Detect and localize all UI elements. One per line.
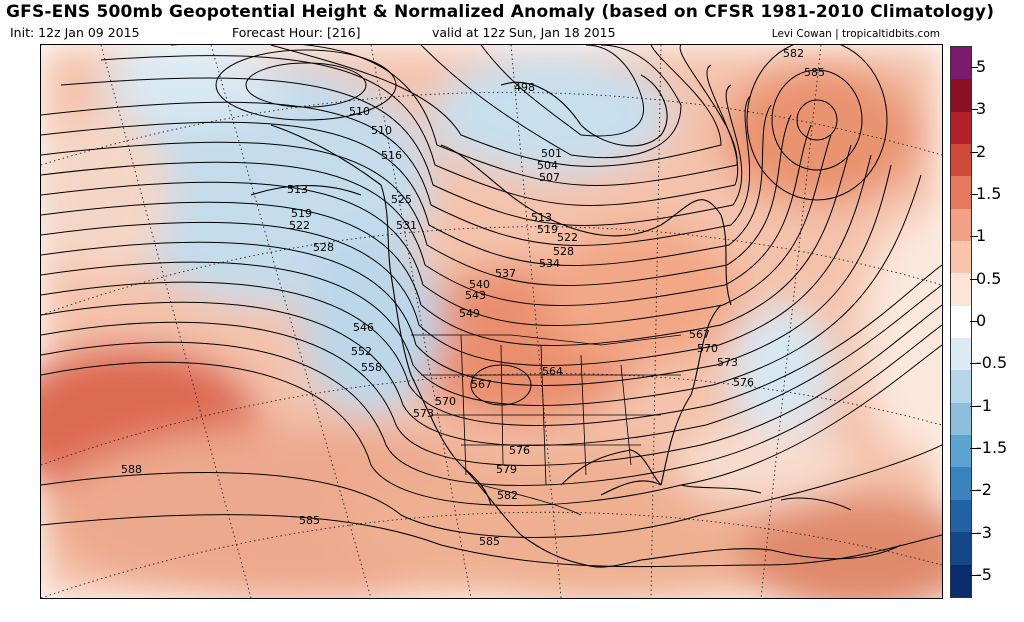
colorbar-label: -1.5	[976, 437, 1008, 457]
contour-label: 528	[553, 245, 574, 258]
colorbar-tick	[970, 109, 978, 111]
contour-label: 579	[496, 463, 517, 476]
contour-label: 528	[313, 241, 334, 254]
contour-label: 558	[361, 361, 382, 374]
map-canvas: 582 585 498 510 510 516 513 519 522 528 …	[41, 45, 942, 598]
contour-label: 588	[121, 463, 142, 476]
colorbar-tick	[970, 405, 978, 407]
colorbar-segment	[951, 79, 971, 112]
colorbar-label: 1.5	[976, 184, 1002, 204]
colorbar-segment	[951, 435, 971, 468]
contour-label: 510	[349, 105, 370, 118]
forecast-map: 582 585 498 510 510 516 513 519 522 528 …	[40, 44, 943, 599]
colorbar-label: -3	[976, 522, 992, 542]
colorbar-segment	[951, 208, 971, 242]
contour-label: 507	[539, 171, 560, 184]
colorbar-tick	[970, 490, 978, 492]
contour-label: 546	[353, 321, 374, 334]
contour-label: 510	[371, 124, 392, 137]
contour-label: 519	[291, 207, 312, 220]
contour-label: 534	[539, 257, 560, 270]
valid-time: valid at 12z Sun, Jan 18 2015	[432, 25, 616, 40]
colorbar-segment	[951, 370, 971, 403]
contour-label: 567	[471, 378, 492, 391]
init-time: Init: 12z Jan 09 2015	[10, 25, 140, 40]
colorbar-tick	[970, 278, 978, 280]
colorbar-segment	[951, 241, 971, 274]
colorbar-tick	[970, 321, 978, 322]
contour-label: 570	[697, 342, 718, 355]
contour-label: 576	[733, 376, 754, 389]
colorbar-tick	[970, 447, 978, 449]
contour-labels: 582 585 498 510 510 516 513 519 522 528 …	[121, 47, 825, 548]
borders	[411, 334, 682, 516]
colorbar-segment	[951, 111, 971, 145]
colorbar-segment	[951, 564, 971, 597]
colorbar-tick	[970, 151, 978, 153]
contour-label: 522	[289, 219, 310, 232]
colorbar-label: 2	[976, 141, 987, 161]
contour-label: 549	[459, 307, 480, 320]
contour-label: 531	[396, 219, 417, 232]
colorbar-segment	[951, 305, 971, 339]
coastlines	[250, 74, 902, 568]
contour-label: 585	[479, 535, 500, 548]
colorbar-segment	[951, 273, 971, 306]
contour-label: 498	[514, 81, 535, 94]
contour-label: 519	[537, 223, 558, 236]
colorbar-label: -1	[976, 395, 992, 415]
author-credit: Levi Cowan | tropicaltidbits.com	[771, 28, 940, 40]
colorbar-label: 5	[976, 57, 987, 77]
contour-label: 582	[783, 47, 804, 60]
contour-label: 513	[531, 211, 552, 224]
colorbar-segment	[951, 532, 971, 565]
colorbar-label: 3	[976, 99, 987, 119]
contour-label: 504	[537, 159, 558, 172]
contour-label: 516	[381, 149, 402, 162]
contour-label: 573	[413, 407, 434, 420]
colorbar-tick	[970, 194, 978, 196]
colorbar-label: 1	[976, 226, 987, 246]
colorbar-segment	[951, 402, 971, 436]
contour-label: 564	[542, 365, 563, 378]
colorbar-segment	[951, 467, 971, 500]
graticule	[41, 45, 942, 598]
contour-label: 570	[435, 395, 456, 408]
contour-label: 567	[689, 328, 710, 341]
anomaly-colorbar	[950, 46, 972, 598]
colorbar-tick	[970, 236, 978, 238]
contour-label: 573	[717, 356, 738, 369]
colorbar-label: 0	[976, 311, 987, 330]
colorbar-label: -5	[976, 564, 992, 584]
contour-label: 585	[299, 514, 320, 527]
colorbar-tick	[970, 532, 978, 534]
contour-label: 576	[509, 444, 530, 457]
contour-label: 585	[804, 66, 825, 79]
colorbar-tick	[970, 363, 978, 365]
colorbar-segment	[951, 144, 971, 177]
colorbar-segment	[951, 338, 971, 371]
contour-label: 543	[465, 289, 486, 302]
colorbar-label: -2	[976, 480, 992, 500]
contour-label: 552	[351, 345, 372, 358]
colorbar-label: 0.5	[976, 268, 1002, 288]
height-contours	[41, 45, 942, 568]
colorbar-tick	[970, 574, 978, 576]
contour-label: 525	[391, 193, 412, 206]
map-title: GFS-ENS 500mb Geopotential Height & Norm…	[6, 2, 995, 22]
colorbar-label: -0.5	[976, 353, 1008, 373]
contour-label: 522	[557, 231, 578, 244]
contour-label: 501	[541, 147, 562, 160]
colorbar-segment	[951, 499, 971, 533]
colorbar-segment	[951, 47, 971, 80]
colorbar-tick	[970, 67, 978, 69]
contour-label: 513	[287, 183, 308, 196]
colorbar-segment	[951, 176, 971, 209]
forecast-hour: Forecast Hour: [216]	[232, 25, 361, 40]
contour-label: 540	[469, 278, 490, 291]
contour-label: 537	[495, 267, 516, 280]
contour-label: 582	[497, 489, 518, 502]
